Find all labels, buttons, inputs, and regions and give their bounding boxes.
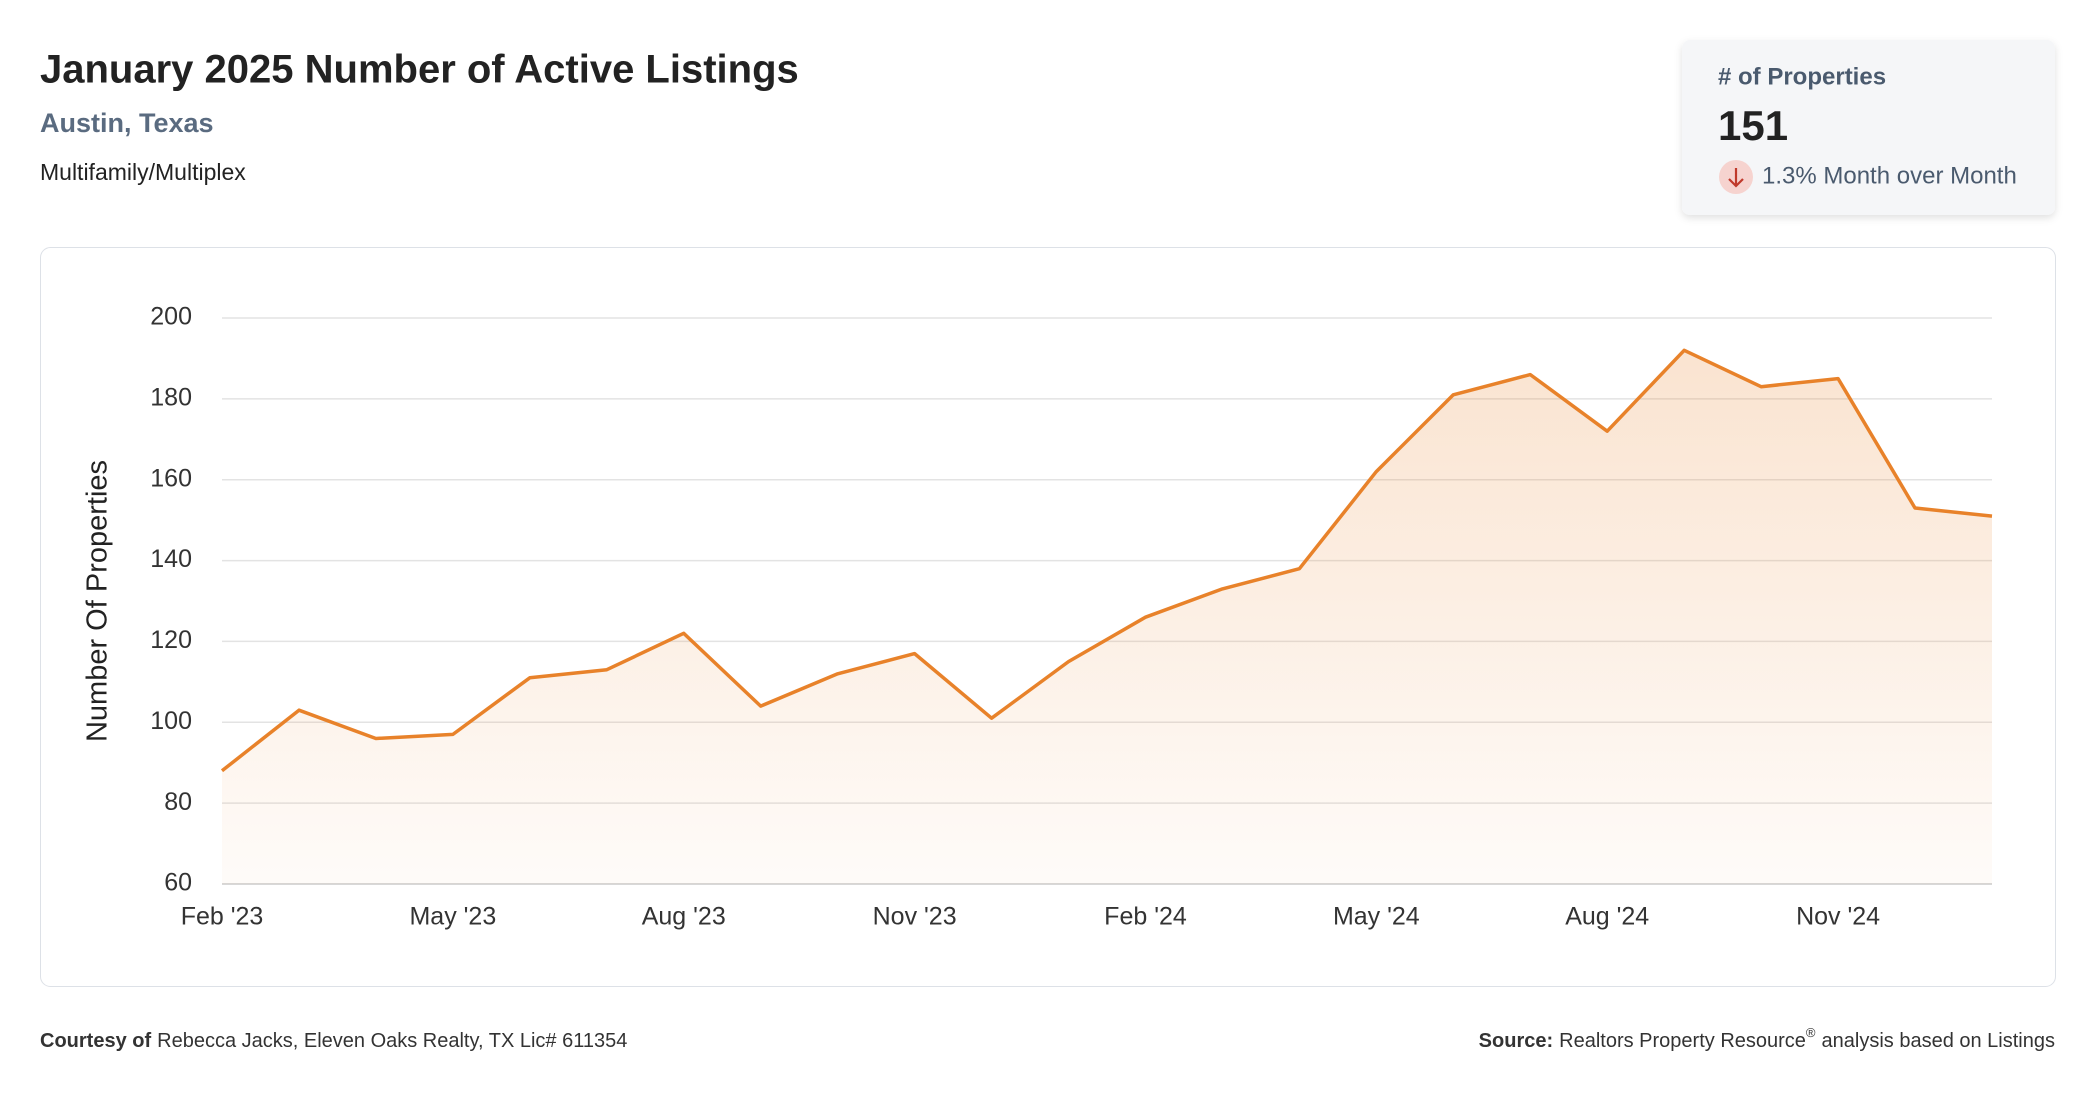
line <box>220 348 1993 773</box>
x-tick-label: May '23 <box>409 903 496 931</box>
y-tick-label: 120 <box>150 626 192 654</box>
area <box>222 350 1992 884</box>
down-arrow <box>1728 168 1744 188</box>
y-tick-label: 60 <box>164 869 192 897</box>
kpi-change: 1.3% Month over Month <box>1762 162 2017 189</box>
source-rest: analysis based on Listings <box>1822 1030 2055 1052</box>
y-tick-label: 160 <box>150 464 192 492</box>
x-tick-label: Feb '23 <box>181 903 264 931</box>
courtesy: Courtesy of Rebecca Jacks, Eleven Oaks Re… <box>40 1030 627 1052</box>
kpi-label: # of Properties <box>1718 63 1886 90</box>
y-tick-label: 180 <box>150 383 192 411</box>
x-tick-label: Aug '24 <box>1565 903 1649 931</box>
kpi-card: # of Properties 151 1.3% Month over Mont… <box>1682 40 2055 215</box>
x-tick-label: May '24 <box>1333 903 1420 931</box>
x-tick-label: Nov '24 <box>1796 903 1880 931</box>
y-axis-label: Number Of Properties <box>82 460 114 742</box>
source-text: Realtors Property Resource <box>1559 1030 1806 1052</box>
y-tick-label: 140 <box>150 545 192 573</box>
source: Source: Realtors Property Resource® analys… <box>1479 1025 2055 1052</box>
property-type: Multifamily/Multiplex <box>40 159 246 185</box>
source-mark: ® <box>1806 1025 1816 1040</box>
y-tick-label: 100 <box>150 707 192 735</box>
x-tick-label: Aug '23 <box>642 903 726 931</box>
courtesy-text: Rebecca Jacks, Eleven Oaks Realty, TX Li… <box>157 1030 627 1052</box>
chart: 60 80 100 120 140 160 180 200 Number Of Properti… <box>82 303 1993 931</box>
y-tick-label: 80 <box>164 788 192 816</box>
kpi-value: 151 <box>1718 102 1788 149</box>
courtesy-label: Courtesy of <box>40 1030 151 1052</box>
x-tick-label: Nov '23 <box>873 903 957 931</box>
kpi-card-bg <box>1682 40 2055 215</box>
y-tick-label: 200 <box>150 303 192 331</box>
source-label: Source: <box>1479 1030 1553 1052</box>
x-tick-label: Feb '24 <box>1104 903 1187 931</box>
page-title: January 2025 Number of Active Listings <box>40 48 799 92</box>
location: Austin, Texas <box>40 108 214 138</box>
